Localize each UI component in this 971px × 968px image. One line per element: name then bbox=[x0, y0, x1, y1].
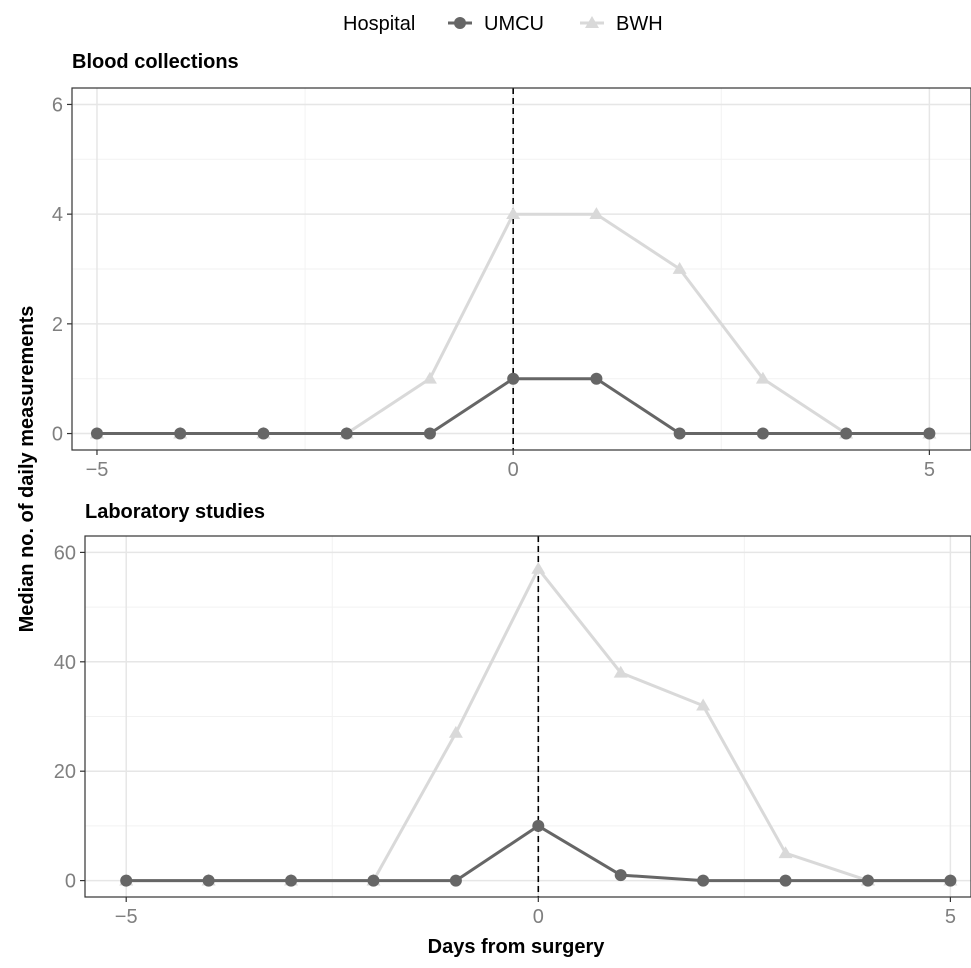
legend: Hospital UMCU BWH bbox=[343, 13, 663, 35]
y-axis-title: Median no. of daily measurements bbox=[16, 306, 38, 633]
legend-bwh-label: BWH bbox=[616, 13, 663, 35]
axis-ticks: 0 20 40 60 −5 0 5 bbox=[54, 542, 956, 928]
x-tick-label: 5 bbox=[924, 459, 935, 481]
panel-border bbox=[84, 535, 971, 898]
legend-bwh-marker bbox=[585, 16, 599, 28]
point-umcu bbox=[697, 874, 710, 887]
point-umcu bbox=[673, 427, 686, 440]
legend-umcu-marker bbox=[454, 17, 466, 29]
point-umcu bbox=[449, 874, 462, 887]
point-umcu bbox=[285, 874, 298, 887]
point-umcu bbox=[174, 427, 187, 440]
y-tick-label: 6 bbox=[52, 94, 63, 116]
point-bwh bbox=[448, 725, 463, 738]
x-tick-label: 0 bbox=[533, 906, 544, 928]
panel-title: Blood collections bbox=[72, 51, 239, 73]
point-umcu bbox=[944, 874, 957, 887]
legend-umcu-label: UMCU bbox=[484, 13, 544, 35]
point-umcu bbox=[340, 427, 353, 440]
axis-ticks: 0 2 4 6 −5 0 5 bbox=[52, 94, 935, 481]
point-bwh bbox=[613, 665, 628, 678]
y-tick-label: 40 bbox=[54, 652, 76, 674]
point-bwh bbox=[696, 698, 711, 711]
point-umcu bbox=[923, 427, 936, 440]
gridlines bbox=[72, 88, 971, 450]
point-bwh bbox=[778, 846, 793, 859]
point-umcu bbox=[532, 819, 545, 832]
x-tick-label: 0 bbox=[508, 459, 519, 481]
panel-laboratory-studies: Laboratory studies 0 20 40 60 −5 0 5 bbox=[54, 501, 971, 928]
panel-blood-collections: Blood collections 0 2 4 6 −5 0 5 bbox=[52, 51, 971, 481]
y-tick-label: 60 bbox=[54, 542, 76, 564]
y-tick-label: 0 bbox=[65, 871, 76, 893]
point-umcu bbox=[202, 874, 215, 887]
point-umcu bbox=[257, 427, 270, 440]
point-umcu bbox=[367, 874, 380, 887]
point-umcu bbox=[756, 427, 769, 440]
point-umcu bbox=[840, 427, 853, 440]
y-tick-label: 20 bbox=[54, 761, 76, 783]
x-tick-label: −5 bbox=[115, 906, 138, 928]
point-umcu bbox=[423, 427, 436, 440]
panel-title: Laboratory studies bbox=[85, 501, 265, 523]
point-umcu bbox=[590, 372, 603, 385]
point-umcu bbox=[614, 869, 627, 882]
series-markers bbox=[119, 561, 958, 887]
point-umcu bbox=[120, 874, 133, 887]
point-umcu bbox=[90, 427, 103, 440]
point-bwh bbox=[506, 207, 521, 220]
x-axis-title: Days from surgery bbox=[428, 936, 606, 958]
y-tick-label: 2 bbox=[52, 314, 63, 336]
point-umcu bbox=[861, 874, 874, 887]
point-bwh bbox=[589, 207, 604, 220]
y-tick-label: 0 bbox=[52, 424, 63, 446]
x-tick-label: −5 bbox=[86, 459, 109, 481]
legend-title: Hospital bbox=[343, 13, 415, 35]
point-bwh bbox=[531, 561, 546, 574]
point-umcu bbox=[507, 372, 520, 385]
panel-border bbox=[71, 87, 971, 451]
series-markers bbox=[89, 207, 937, 440]
point-bwh bbox=[755, 371, 770, 384]
y-tick-label: 4 bbox=[52, 204, 63, 226]
point-bwh bbox=[422, 371, 437, 384]
point-umcu bbox=[779, 874, 792, 887]
point-bwh bbox=[672, 262, 687, 274]
x-tick-label: 5 bbox=[945, 906, 956, 928]
